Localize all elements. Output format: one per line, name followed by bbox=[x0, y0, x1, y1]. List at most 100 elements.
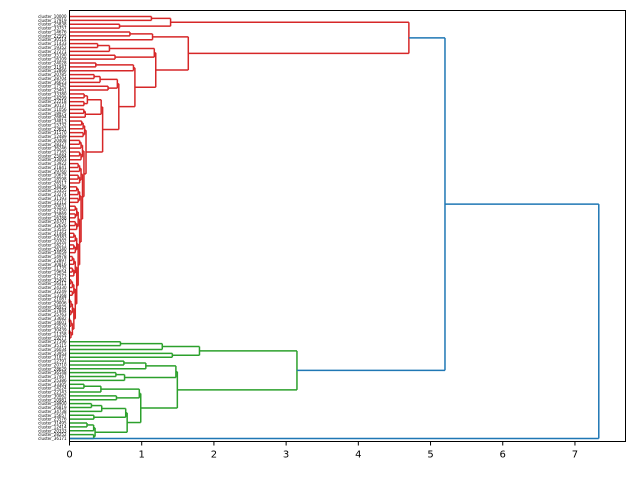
leaf-label: cluster_30514 bbox=[38, 37, 67, 42]
leaf-label: cluster_21087 bbox=[38, 297, 67, 302]
x-tick-label: 1 bbox=[139, 450, 145, 461]
leaf-label: cluster_28704 bbox=[38, 76, 67, 81]
leaf-label: cluster_33003 bbox=[38, 157, 67, 162]
leaf-label: cluster_13545 bbox=[38, 227, 67, 232]
leaf-label: cluster_35115 bbox=[38, 343, 67, 348]
leaf-label: cluster_34059 bbox=[38, 250, 67, 255]
leaf-label: cluster_31947 bbox=[38, 64, 67, 69]
leaf-label: cluster_35190 bbox=[38, 53, 67, 58]
leaf-label: cluster_30062 bbox=[38, 393, 67, 398]
leaf-label: cluster_18900 bbox=[38, 401, 67, 406]
leaf-label: cluster_23953 bbox=[38, 351, 67, 356]
leaf-label: cluster_36548 bbox=[38, 370, 67, 375]
dendrogram-links bbox=[68, 15, 600, 440]
leaf-label: cluster_15732 bbox=[38, 122, 67, 127]
leaf-label: cluster_30816 bbox=[38, 262, 67, 267]
leaf-label: cluster_35492 bbox=[38, 277, 67, 282]
leaf-label: cluster_27950 bbox=[38, 208, 67, 213]
leaf-label: cluster_16109 bbox=[38, 57, 67, 62]
leaf-label: cluster_33757 bbox=[38, 26, 67, 31]
leaf-label: cluster_31570 bbox=[38, 130, 67, 135]
leaf-label: cluster_25084 bbox=[38, 153, 67, 158]
x-tick-label: 5 bbox=[427, 450, 433, 461]
leaf-label: cluster_21464 bbox=[38, 231, 67, 236]
leaf-label: cluster_36623 bbox=[38, 80, 67, 85]
leaf-label: cluster_18598 bbox=[38, 177, 67, 182]
leaf-label: cluster_10000 bbox=[38, 14, 67, 19]
leaf-label: cluster_28327 bbox=[38, 142, 67, 147]
leaf-label: cluster_26894 bbox=[38, 115, 67, 120]
leaf-label: cluster_24707 bbox=[38, 219, 67, 224]
leaf-label: cluster_27196 bbox=[38, 339, 67, 344]
leaf-label: cluster_27271 bbox=[38, 49, 67, 54]
leaf-label: cluster_23576 bbox=[38, 417, 67, 422]
leaf-label: cluster_14224 bbox=[38, 386, 67, 391]
leaf-label: cluster_14978 bbox=[38, 254, 67, 259]
leaf-label: cluster_12866 bbox=[38, 68, 67, 73]
axes-frame bbox=[69, 10, 626, 442]
leaf-label: cluster_18221 bbox=[38, 242, 67, 247]
leaf-label: cluster_26140 bbox=[38, 246, 67, 251]
leaf-label: cluster_17919 bbox=[38, 18, 67, 23]
leaf-label: cluster_11433 bbox=[38, 41, 67, 46]
leaf-label: cluster_16411 bbox=[38, 281, 67, 286]
leaf-label: cluster_11358 bbox=[38, 331, 67, 336]
x-tick-label: 3 bbox=[283, 450, 289, 461]
leaf-label: cluster_15355 bbox=[38, 188, 67, 193]
leaf-label: cluster_20408 bbox=[38, 138, 67, 143]
leaf-label: cluster_14299 bbox=[38, 95, 67, 100]
leaf-label: cluster_16788 bbox=[38, 215, 67, 220]
leaf-label: cluster_14676 bbox=[38, 29, 67, 34]
leaf-label: cluster_10981 bbox=[38, 397, 67, 402]
leaf-labels: cluster_10000cluster_17919cluster_25838c… bbox=[38, 14, 67, 441]
leaf-label: cluster_28252 bbox=[38, 432, 67, 437]
leaf-label: cluster_11735 bbox=[38, 266, 67, 271]
leaf-label: cluster_34738 bbox=[38, 409, 67, 414]
leaf-label: cluster_23274 bbox=[38, 192, 67, 197]
x-axis: 0 1 2 3 4 5 6 7 bbox=[66, 441, 578, 461]
leaf-label: cluster_17467 bbox=[38, 374, 67, 379]
leaf-label: cluster_25461 bbox=[38, 88, 67, 93]
leaf-label: cluster_22218 bbox=[38, 99, 67, 104]
leaf-label: cluster_11056 bbox=[38, 107, 67, 112]
leaf-label: cluster_22595 bbox=[38, 33, 67, 38]
leaf-label: cluster_19654 bbox=[38, 270, 67, 275]
leaf-label: cluster_36925 bbox=[38, 304, 67, 309]
leaf-label: cluster_19352 bbox=[38, 45, 67, 50]
x-tick-label: 6 bbox=[500, 450, 506, 461]
leaf-label: cluster_15657 bbox=[38, 413, 67, 418]
leaf-label: cluster_35869 bbox=[38, 211, 67, 216]
leaf-label: cluster_29383 bbox=[38, 235, 67, 240]
leaf-label: cluster_25386 bbox=[38, 378, 67, 383]
leaf-label: cluster_31872 bbox=[38, 355, 67, 360]
leaf-label: cluster_12414 bbox=[38, 424, 67, 429]
leaf-label: cluster_22520 bbox=[38, 324, 67, 329]
leaf-label: cluster_25763 bbox=[38, 312, 67, 317]
leaf-label: cluster_25838 bbox=[38, 22, 67, 27]
x-tick-label: 0 bbox=[66, 450, 72, 461]
leaf-label: cluster_13168 bbox=[38, 293, 67, 298]
leaf-label: cluster_12112 bbox=[38, 200, 67, 205]
leaf-label: cluster_27573 bbox=[38, 273, 67, 278]
leaf-label: cluster_28629 bbox=[38, 366, 67, 371]
leaf-label: cluster_30439 bbox=[38, 328, 67, 333]
leaf-label: cluster_12489 bbox=[38, 134, 67, 139]
leaf-label: cluster_20333 bbox=[38, 428, 67, 433]
leaf-label: cluster_17542 bbox=[38, 84, 67, 89]
leaf-label: cluster_33305 bbox=[38, 382, 67, 387]
leaf-label: cluster_31495 bbox=[38, 421, 67, 426]
leaf-label: cluster_14601 bbox=[38, 320, 67, 325]
leaf-label: cluster_32626 bbox=[38, 223, 67, 228]
leaf-label: cluster_33380 bbox=[38, 91, 67, 96]
leaf-label: cluster_30137 bbox=[38, 103, 67, 108]
leaf-label: cluster_20031 bbox=[38, 204, 67, 209]
leaf-label: cluster_29006 bbox=[38, 300, 67, 305]
leaf-label: cluster_10679 bbox=[38, 173, 67, 178]
leaf-label: cluster_18975 bbox=[38, 111, 67, 116]
leaf-label: cluster_20710 bbox=[38, 362, 67, 367]
leaf-label: cluster_21841 bbox=[38, 165, 67, 170]
leaf-label: cluster_17844 bbox=[38, 308, 67, 313]
leaf-label: cluster_17165 bbox=[38, 150, 67, 155]
leaf-label: cluster_31193 bbox=[38, 196, 67, 201]
